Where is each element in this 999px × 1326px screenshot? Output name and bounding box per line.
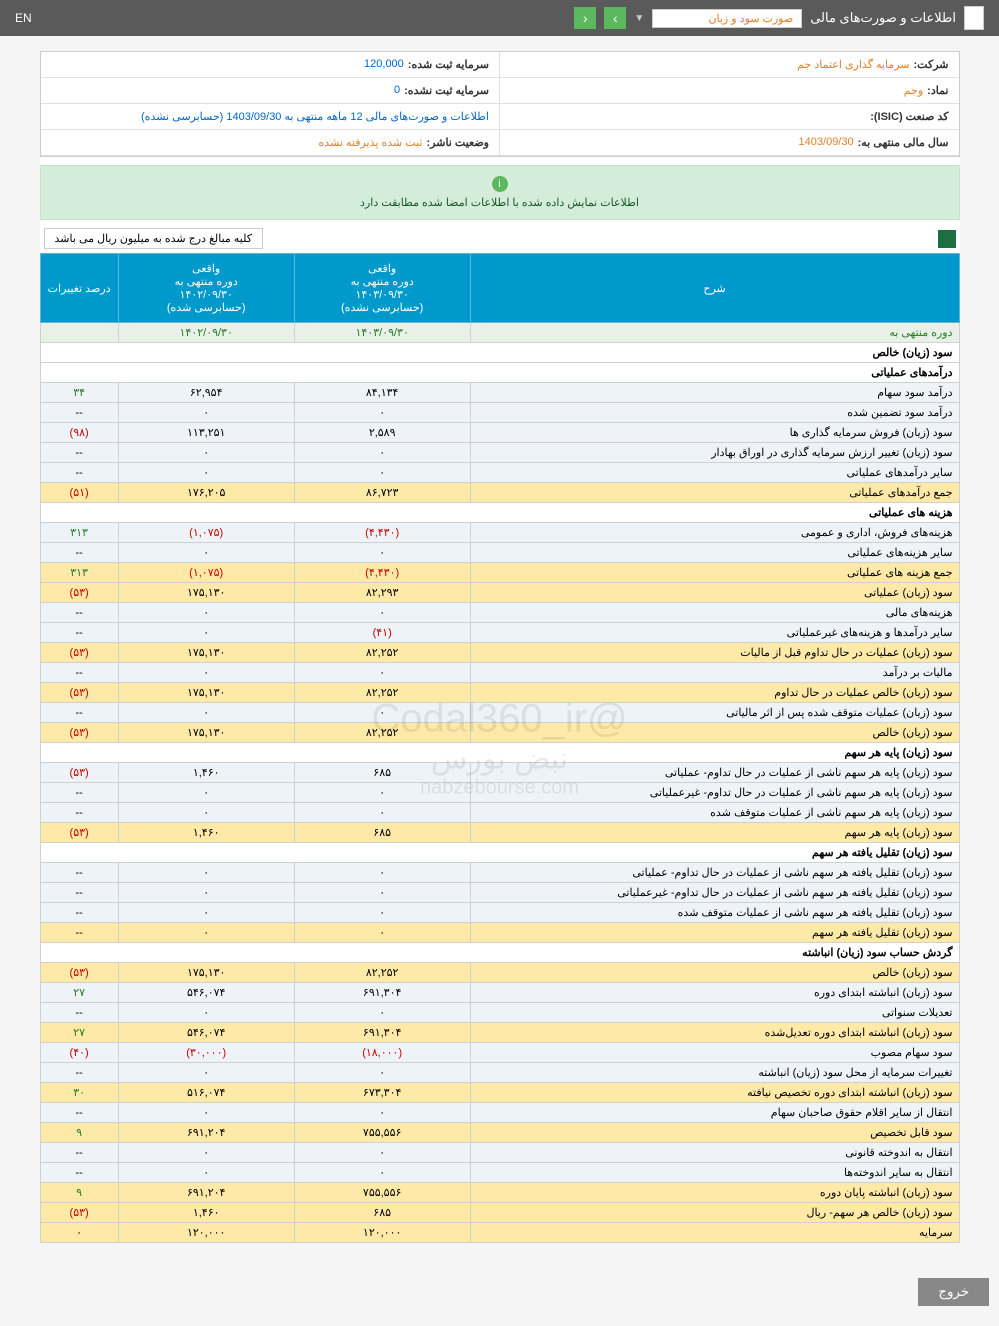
fiscal-value: 1403/09/30: [799, 136, 854, 149]
table-row: سود (زیان) انباشته ابتدای دوره تعدیل‌شده…: [40, 1023, 959, 1043]
table-row: سود (زیان) پایه هر سهم: [40, 743, 959, 763]
report-value: اطلاعات و صورت‌های مالی 12 ماهه منتهی به…: [141, 110, 489, 123]
table-row: تغییرات سرمایه از محل سود (زیان) انباشته…: [40, 1063, 959, 1083]
table-row: هزینه‌های فروش، اداری و عمومی(۴,۴۳۰)(۱,۰…: [40, 523, 959, 543]
table-row: سود (زیان) پایه هر سهم۶۸۵۱,۴۶۰(۵۳): [40, 823, 959, 843]
table-row: جمع درآمدهای عملیاتی۸۶,۷۲۳۱۷۶,۲۰۵(۵۱): [40, 483, 959, 503]
table-row: هزینه‌های مالی۰۰--: [40, 603, 959, 623]
table-row: سود (زیان) خالص۸۲,۲۵۲۱۷۵,۱۳۰(۵۳): [40, 963, 959, 983]
table-row: گردش حساب سود (زیان) انباشته: [40, 943, 959, 963]
topbar: اطلاعات و صورت‌های مالی صورت سود و زیان …: [0, 0, 999, 36]
alert-text: اطلاعات نمایش داده شده با اطلاعات امضا ش…: [360, 197, 639, 209]
nav-next-button[interactable]: ›: [604, 7, 626, 29]
table-row: مالیات بر درآمد۰۰--: [40, 663, 959, 683]
excel-icon[interactable]: [938, 230, 956, 248]
table-row: سود قابل تخصیص۷۵۵,۵۵۶۶۹۱,۲۰۴۹: [40, 1123, 959, 1143]
table-row: سود (زیان) تغییر ارزش سرمایه گذاری در او…: [40, 443, 959, 463]
status-value: ثبت شده پذیرفته نشده: [319, 136, 423, 149]
table-row: درآمد سود سهام۸۴,۱۳۴۶۲,۹۵۴۳۴: [40, 383, 959, 403]
table-row: سایر درآمدهای عملیاتی۰۰--: [40, 463, 959, 483]
fiscal-label: سال مالی منتهی به:: [858, 136, 949, 149]
table-row: انتقال به اندوخته قانونی۰۰--: [40, 1143, 959, 1163]
header-col2: واقعیدوره منتهی به۱۴۰۲/۰۹/۳۰(حسابرسی شده…: [118, 254, 294, 323]
lang-toggle[interactable]: EN: [15, 11, 32, 25]
table-row: سود (زیان) خالص هر سهم- ریال۶۸۵۱,۴۶۰(۵۳): [40, 1203, 959, 1223]
table-row: سود (زیان) پایه هر سهم ناشی از عملیات در…: [40, 783, 959, 803]
capital-unreg-label: سرمایه ثبت نشده:: [404, 84, 489, 97]
company-label: شرکت:: [914, 58, 949, 71]
table-row: سود (زیان) خالص: [40, 343, 959, 363]
nav-prev-button[interactable]: ‹: [574, 7, 596, 29]
symbol-value: وجم: [904, 84, 923, 97]
table-row: هزینه های عملیاتی: [40, 503, 959, 523]
table-row: سایر درآمدها و هزینه‌های غیرعملیاتی(۴۱)۰…: [40, 623, 959, 643]
currency-note: کلیه مبالغ درج شده به میلیون ریال می باش…: [44, 228, 263, 249]
table-row: درآمدهای عملیاتی: [40, 363, 959, 383]
table-row: سایر هزینه‌های عملیاتی۰۰--: [40, 543, 959, 563]
capital-reg-value: 120,000: [364, 58, 404, 71]
company-value: سرمایه گذاری اعتماد جم: [797, 58, 909, 71]
table-row: سود (زیان) انباشته ابتدای دوره تخصیص نیا…: [40, 1083, 959, 1103]
table-row: سود (زیان) تقلیل یافته هر سهم۰۰--: [40, 923, 959, 943]
header-pct: درصد تغییرات: [40, 254, 118, 323]
table-row: سود (زیان) تقلیل یافته هر سهم ناشی از عم…: [40, 883, 959, 903]
table-row: انتقال از سایر اقلام حقوق صاحبان سهام۰۰-…: [40, 1103, 959, 1123]
table-row: تعدیلات سنواتی۰۰--: [40, 1003, 959, 1023]
alert-banner: i اطلاعات نمایش داده شده با اطلاعات امضا…: [40, 165, 960, 220]
date-row: دوره منتهی به۱۴۰۳/۰۹/۳۰۱۴۰۲/۰۹/۳۰: [40, 323, 959, 343]
capital-unreg-value: 0: [394, 84, 400, 97]
table-row: سود (زیان) عملیاتی۸۲,۲۹۳۱۷۵,۱۳۰(۵۳): [40, 583, 959, 603]
table-row: سود (زیان) فروش سرمایه گذاری ها۲,۵۸۹۱۱۳,…: [40, 423, 959, 443]
info-icon: i: [492, 176, 508, 192]
symbol-label: نماد:: [927, 84, 948, 97]
info-box: شرکت: سرمایه گذاری اعتماد جم سرمایه ثبت ش…: [40, 51, 960, 157]
table-row: سود (زیان) تقلیل یافته هر سهم ناشی از عم…: [40, 903, 959, 923]
report-dropdown[interactable]: صورت سود و زیان: [652, 9, 802, 28]
table-row: سود (زیان) خالص۸۲,۲۵۲۱۷۵,۱۳۰(۵۳): [40, 723, 959, 743]
header-desc: شرح: [470, 254, 959, 323]
doc-icon: [964, 6, 984, 30]
table-row: سود (زیان) عملیات در حال تداوم قبل از ما…: [40, 643, 959, 663]
table-row: سود (زیان) پایه هر سهم ناشی از عملیات مت…: [40, 803, 959, 823]
exit-button[interactable]: خروج: [918, 1278, 989, 1306]
table-row: انتقال به سایر اندوخته‌ها۰۰--: [40, 1163, 959, 1183]
table-row: سود (زیان) تقلیل یافته هر سهم ناشی از عم…: [40, 863, 959, 883]
page-title: اطلاعات و صورت‌های مالی: [810, 10, 956, 26]
table-row: سود (زیان) انباشته پایان دوره۷۵۵,۵۵۶۶۹۱,…: [40, 1183, 959, 1203]
financial-table: شرح واقعیدوره منتهی به۱۴۰۳/۰۹/۳۰(حسابرسی…: [40, 253, 960, 1243]
isic-label: کد صنعت (ISIC):: [870, 110, 948, 123]
table-row: سود سهام مصوب(۱۸,۰۰۰)(۳۰,۰۰۰)(۴۰): [40, 1043, 959, 1063]
table-row: سود (زیان) پایه هر سهم ناشی از عملیات در…: [40, 763, 959, 783]
header-col1: واقعیدوره منتهی به۱۴۰۳/۰۹/۳۰(حسابرسی نشد…: [294, 254, 470, 323]
table-row: سود (زیان) تقلیل یافته هر سهم: [40, 843, 959, 863]
status-label: وضعیت ناشر:: [427, 136, 490, 149]
table-row: سود (زیان) خالص عملیات در حال تداوم۸۲,۲۵…: [40, 683, 959, 703]
table-row: درآمد سود تضمین شده۰۰--: [40, 403, 959, 423]
table-row: سود (زیان) انباشته ابتدای دوره۶۹۱,۳۰۴۵۴۶…: [40, 983, 959, 1003]
capital-reg-label: سرمایه ثبت شده:: [408, 58, 489, 71]
table-row: سرمایه۱۲۰,۰۰۰۱۲۰,۰۰۰۰: [40, 1223, 959, 1243]
table-row: سود (زیان) عملیات متوقف شده پس از اثر ما…: [40, 703, 959, 723]
table-row: جمع هزینه های عملیاتی(۴,۴۳۰)(۱,۰۷۵)۳۱۳: [40, 563, 959, 583]
